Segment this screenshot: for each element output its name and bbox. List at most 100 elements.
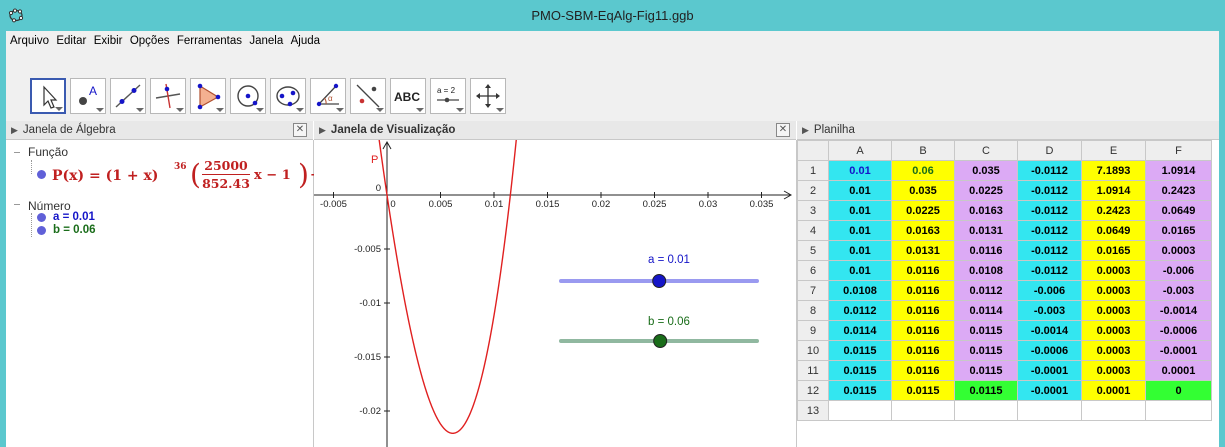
cell-c11[interactable]: 0.0115 [954, 360, 1018, 381]
cell-a5[interactable]: 0.01 [828, 240, 892, 261]
row-header[interactable]: 1 [797, 160, 829, 181]
reflect-tool[interactable] [350, 78, 386, 114]
cell-e3[interactable]: 0.2423 [1081, 200, 1146, 221]
row-header[interactable]: 7 [797, 280, 829, 301]
menu-arquivo[interactable]: Arquivo [10, 35, 49, 47]
cell-a3[interactable]: 0.01 [828, 200, 892, 221]
cell-e13[interactable] [1081, 400, 1146, 421]
cell-b9[interactable]: 0.0116 [891, 320, 955, 341]
menu-ajuda[interactable]: Ajuda [290, 35, 321, 47]
number-a[interactable]: a = 0.01 [53, 211, 95, 223]
cell-e9[interactable]: 0.0003 [1081, 320, 1146, 341]
sheet-corner[interactable] [797, 140, 829, 161]
cell-f11[interactable]: 0.0001 [1145, 360, 1212, 381]
graphics-canvas[interactable]: -0.005 0 0.005 0.01 0.015 0.02 0.025 0.03 0.035 0… [314, 140, 796, 447]
cell-d13[interactable] [1017, 400, 1082, 421]
cell-f4[interactable]: 0.0165 [1145, 220, 1212, 241]
cell-b3[interactable]: 0.0225 [891, 200, 955, 221]
cell-c9[interactable]: 0.0115 [954, 320, 1018, 341]
cell-b8[interactable]: 0.0116 [891, 300, 955, 321]
close-graphics-icon[interactable]: ✕ [776, 123, 790, 137]
cell-e10[interactable]: 0.0003 [1081, 340, 1146, 361]
cell-b6[interactable]: 0.0116 [891, 260, 955, 281]
cell-f12[interactable]: 0 [1145, 380, 1212, 401]
row-header[interactable]: 11 [797, 360, 829, 381]
cell-d2[interactable]: -0.0112 [1017, 180, 1082, 201]
cell-e12[interactable]: 0.0001 [1081, 380, 1146, 401]
cell-a8[interactable]: 0.0112 [828, 300, 892, 321]
cell-b2[interactable]: 0.035 [891, 180, 955, 201]
point-tool[interactable]: A [70, 78, 106, 114]
cell-c1[interactable]: 0.035 [954, 160, 1018, 181]
close-algebra-icon[interactable]: ✕ [293, 123, 307, 137]
row-header[interactable]: 3 [797, 200, 829, 221]
cell-b5[interactable]: 0.0131 [891, 240, 955, 261]
cell-f2[interactable]: 0.2423 [1145, 180, 1212, 201]
cell-a4[interactable]: 0.01 [828, 220, 892, 241]
column-header-c[interactable]: C [954, 140, 1018, 161]
cell-c10[interactable]: 0.0115 [954, 340, 1018, 361]
column-header-b[interactable]: B [891, 140, 955, 161]
cell-e6[interactable]: 0.0003 [1081, 260, 1146, 281]
cell-b4[interactable]: 0.0163 [891, 220, 955, 241]
cell-a7[interactable]: 0.0108 [828, 280, 892, 301]
cell-c6[interactable]: 0.0108 [954, 260, 1018, 281]
cell-e11[interactable]: 0.0003 [1081, 360, 1146, 381]
cell-b7[interactable]: 0.0116 [891, 280, 955, 301]
cell-a6[interactable]: 0.01 [828, 260, 892, 281]
column-header-a[interactable]: A [828, 140, 892, 161]
menu-exibir[interactable]: Exibir [93, 35, 123, 47]
row-header[interactable]: 9 [797, 320, 829, 341]
cell-b11[interactable]: 0.0116 [891, 360, 955, 381]
row-header[interactable]: 4 [797, 220, 829, 241]
cell-d1[interactable]: -0.0112 [1017, 160, 1082, 181]
cell-a9[interactable]: 0.0114 [828, 320, 892, 341]
cell-c5[interactable]: 0.0116 [954, 240, 1018, 261]
slider-tool[interactable]: a = 2 [430, 78, 466, 114]
row-header[interactable]: 6 [797, 260, 829, 281]
cell-f9[interactable]: -0.0006 [1145, 320, 1212, 341]
cell-c12[interactable]: 0.0115 [954, 380, 1018, 401]
text-tool[interactable]: ABC [390, 78, 426, 114]
cell-d12[interactable]: -0.0001 [1017, 380, 1082, 401]
cell-e8[interactable]: 0.0003 [1081, 300, 1146, 321]
cell-c2[interactable]: 0.0225 [954, 180, 1018, 201]
menu-janela[interactable]: Janela [249, 35, 284, 47]
slider-a-handle[interactable] [652, 274, 667, 288]
number-b[interactable]: b = 0.06 [53, 224, 96, 236]
cell-f3[interactable]: 0.0649 [1145, 200, 1212, 221]
cell-d10[interactable]: -0.0006 [1017, 340, 1082, 361]
cell-c3[interactable]: 0.0163 [954, 200, 1018, 221]
cell-f10[interactable]: -0.0001 [1145, 340, 1212, 361]
move-view-tool[interactable] [470, 78, 506, 114]
menu-ferramentas[interactable]: Ferramentas [176, 35, 243, 47]
column-header-f[interactable]: F [1145, 140, 1212, 161]
cell-e2[interactable]: 1.0914 [1081, 180, 1146, 201]
cell-c7[interactable]: 0.0112 [954, 280, 1018, 301]
cell-b10[interactable]: 0.0116 [891, 340, 955, 361]
cell-a10[interactable]: 0.0115 [828, 340, 892, 361]
row-header[interactable]: 10 [797, 340, 829, 361]
cell-f5[interactable]: 0.0003 [1145, 240, 1212, 261]
cell-d7[interactable]: -0.006 [1017, 280, 1082, 301]
row-header[interactable]: 2 [797, 180, 829, 201]
cell-f13[interactable] [1145, 400, 1212, 421]
cell-d11[interactable]: -0.0001 [1017, 360, 1082, 381]
curve-p[interactable] [377, 140, 518, 434]
cell-a2[interactable]: 0.01 [828, 180, 892, 201]
function-visibility-dot[interactable] [37, 170, 46, 179]
cell-e7[interactable]: 0.0003 [1081, 280, 1146, 301]
number-b-dot[interactable] [37, 226, 46, 235]
collapse-arrow-icon[interactable]: ▶ [802, 125, 809, 135]
cell-a12[interactable]: 0.0115 [828, 380, 892, 401]
move-tool[interactable] [30, 78, 66, 114]
cell-d4[interactable]: -0.0112 [1017, 220, 1082, 241]
cell-a11[interactable]: 0.0115 [828, 360, 892, 381]
cell-c13[interactable] [954, 400, 1018, 421]
row-header[interactable]: 13 [797, 400, 829, 421]
cell-f1[interactable]: 1.0914 [1145, 160, 1212, 181]
cell-d9[interactable]: -0.0014 [1017, 320, 1082, 341]
cell-b1[interactable]: 0.06 [891, 160, 955, 181]
menu-opcoes[interactable]: Opções [129, 35, 170, 47]
cell-d5[interactable]: -0.0112 [1017, 240, 1082, 261]
